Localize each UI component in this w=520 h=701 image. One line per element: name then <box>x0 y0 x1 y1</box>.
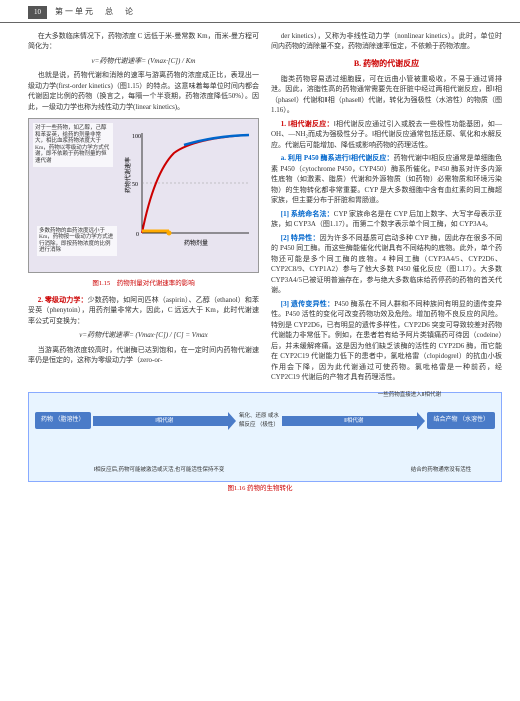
figure-caption: 图1.15 药物剂量对代谢速率的影响 <box>28 279 259 289</box>
flow-mid-label: 氧化、还原 或水解反应 （极性） <box>238 412 280 429</box>
para: 脂类药物容易透过细胞膜，可在远曲小管被重吸收，不易于通过肾排泄。因此，溶脂性高的… <box>271 74 502 116</box>
para: der kinetics），又称为非线性动力学（nonlinear kineti… <box>271 31 502 52</box>
para: [2] 特异性：因为许多不同基质可启动多种 CYP 酶，因此存在很多不同的 P4… <box>271 233 502 296</box>
page-number: 10 <box>28 6 47 19</box>
flow-arrow-2: Ⅱ相代谢 <box>282 412 425 430</box>
biotransformation-flowchart: 一些药物直接进入Ⅱ相代谢 药物 （脂溶性） Ⅰ相代谢 氧化、还原 或水解反应 （… <box>28 392 502 482</box>
svg-text:0: 0 <box>136 232 139 238</box>
para: a. 利用 P450 酶系进行Ⅰ相代谢反应：药物代谢中Ⅰ相反应通常是单细胞色素 … <box>271 153 502 206</box>
flow-arrow-1: Ⅰ相代谢 <box>93 412 236 430</box>
two-column-content: 在大多数临床情况下，药物浓度 C 远低于米-曼常数 Km，而米-曼方程可简化为：… <box>0 23 520 386</box>
formula-1: v=药物代谢速率= (Vmax·[C]) / Km <box>28 56 259 67</box>
flow-note-right: 结合的药物通常没有活性 <box>401 466 481 474</box>
flow-note-top: 一些药物直接进入Ⅱ相代谢 <box>378 391 441 399</box>
flow-box-drug: 药物 （脂溶性） <box>35 412 91 429</box>
section-b-heading: B. 药物的代谢反应 <box>271 58 502 70</box>
formula-2: v=药物代谢速率= (Vmax·[C]) / [C] = Vmax <box>28 330 259 341</box>
dose-metabolism-chart: 对于一些药物，如乙醇，己醇和苯妥英，给药的剂量非常大，相比血浆药物浓度大于Km，… <box>28 118 259 273</box>
page-header: 10 第一单元 总 论 <box>0 0 520 23</box>
para: 当游离药物浓度较高时，代谢酶已达到饱和，在一定时间内药物代谢速率仍是恒定的，这称… <box>28 345 259 366</box>
para: 2. 零级动力学：少数药物，如阿司匹林（aspirin）、乙醇（ethanol）… <box>28 295 259 327</box>
para: 在大多数临床情况下，药物浓度 C 远低于米-曼常数 Km，而米-曼方程可简化为： <box>28 31 259 52</box>
flow-box-product: 结合产物 （水溶性） <box>427 412 495 429</box>
chart-annotation-bottom: 多数药物的血药浓度远小于Km，药物按一级动力学方式进行消除，即按药物浓度的比例进… <box>37 226 117 256</box>
svg-text:100: 100 <box>132 134 141 140</box>
para: 1. Ⅰ相代谢反应：Ⅰ相代谢反应通过引入或脱去一些极性功能基团，如—OH、—NH… <box>271 119 502 151</box>
right-column: der kinetics），又称为非线性动力学（nonlinear kineti… <box>271 31 502 386</box>
left-column: 在大多数临床情况下，药物浓度 C 远低于米-曼常数 Km，而米-曼方程可简化为：… <box>28 31 259 386</box>
para: [3] 遗传变异性：P450 酶系在不同人群和不同种族间有明显的遗传变异性。P4… <box>271 299 502 383</box>
unit-title: 第一单元 总 论 <box>55 6 135 18</box>
chart-annotation-top: 对于一些药物，如乙醇，己醇和苯妥英，给药的剂量非常大，相比血浆药物浓度大于Km，… <box>33 123 113 167</box>
figure-caption: 图1.16 药物的生物转化 <box>0 484 520 494</box>
para: 也就是说，药物代谢和消除的速率与游离药物的浓度成正比，表现出一级动力学(firs… <box>28 70 259 112</box>
chart-curve: 100 50 0 药物代谢速率 药物剂量 <box>124 123 254 253</box>
para: [1] 系统命名法：CYP 家族命名是在 CYP 后加上数字、大写字母表示亚族，… <box>271 209 502 230</box>
svg-text:50: 50 <box>132 182 138 188</box>
svg-text:药物剂量: 药物剂量 <box>184 239 208 247</box>
svg-text:药物代谢速率: 药物代谢速率 <box>124 157 132 193</box>
flow-note-left: Ⅰ相反应后,药物可能被激活或灭活,也可能活性保持不变 <box>79 466 239 474</box>
